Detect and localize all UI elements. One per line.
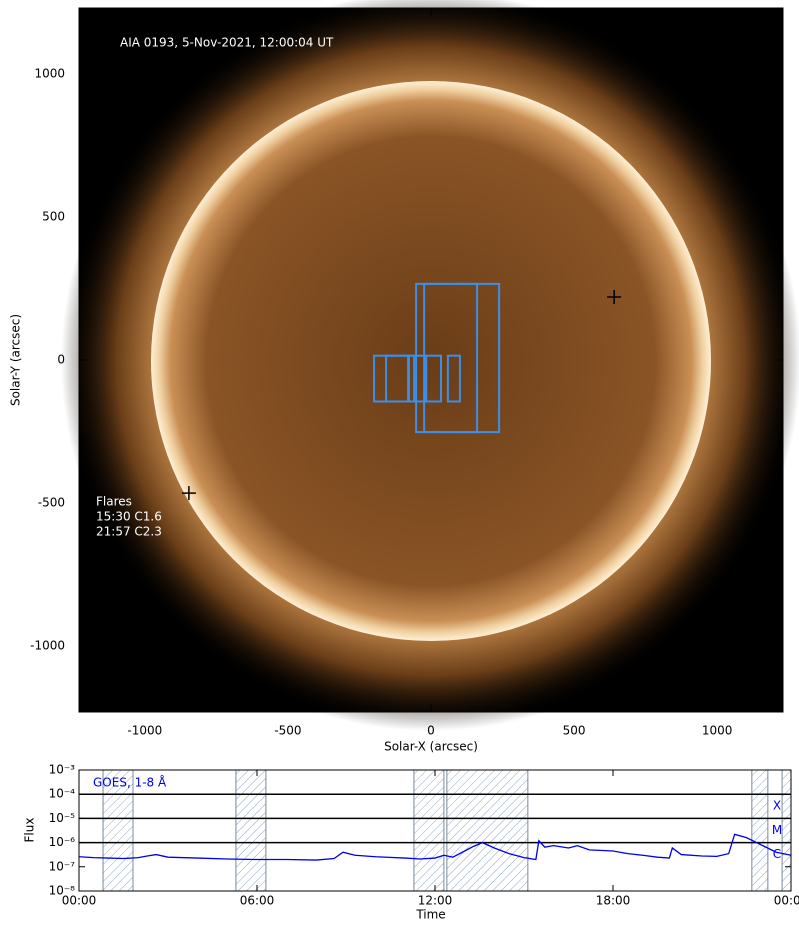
y-tick-label: 10⁻³ bbox=[49, 763, 76, 777]
observation-box bbox=[423, 282, 501, 434]
observation-box bbox=[446, 354, 461, 403]
flare-label: 15:30 C1.6 bbox=[96, 510, 162, 524]
x-axis-label: Time bbox=[415, 908, 445, 922]
x-tick-label: 06:00 bbox=[240, 894, 275, 908]
flare-interval bbox=[102, 769, 134, 892]
aia-panel: AIA 0193, 5-Nov-2021, 12:00:04 UT Flares… bbox=[9, 0, 799, 754]
y-axis-label: Solar-Y (arcsec) bbox=[9, 314, 23, 406]
y-tick-label: 10⁻⁶ bbox=[49, 835, 76, 849]
class-label: M bbox=[772, 823, 782, 837]
y-tick-label: 500 bbox=[42, 209, 65, 223]
observation-box bbox=[385, 354, 416, 403]
flux-line bbox=[78, 833, 792, 861]
x-axis-label: Solar-X (arcsec) bbox=[384, 740, 478, 754]
flare-marker bbox=[607, 290, 622, 305]
flare-interval bbox=[235, 769, 267, 892]
x-tick-label: 0 bbox=[427, 724, 435, 738]
class-label: X bbox=[773, 799, 781, 813]
observation-box bbox=[425, 354, 443, 403]
y-tick-label: -1000 bbox=[30, 639, 65, 653]
y-tick-label: 10⁻⁸ bbox=[49, 884, 76, 898]
flare-interval bbox=[781, 769, 792, 892]
x-tick-label: 18:00 bbox=[596, 894, 631, 908]
flare-heading: Flares bbox=[96, 495, 132, 509]
flare-interval bbox=[751, 769, 769, 892]
legend-label: GOES, 1-8 Å bbox=[93, 775, 167, 790]
x-tick-label: 00:00 bbox=[62, 894, 97, 908]
x-tick-label: -500 bbox=[274, 724, 301, 738]
flare-label: 21:57 C2.3 bbox=[96, 525, 162, 539]
x-tick-label: 1000 bbox=[702, 724, 733, 738]
y-tick-label: 1000 bbox=[34, 66, 65, 80]
y-tick-label: 10⁻⁷ bbox=[49, 859, 76, 873]
y-tick-label: 0 bbox=[57, 353, 65, 367]
image-title: AIA 0193, 5-Nov-2021, 12:00:04 UT bbox=[120, 36, 334, 50]
flare-marker bbox=[181, 486, 196, 501]
x-tick-label: 500 bbox=[563, 724, 586, 738]
y-axis-label: Flux bbox=[23, 818, 37, 843]
flare-interval bbox=[446, 769, 529, 892]
y-tick-label: 10⁻⁵ bbox=[49, 811, 76, 825]
class-label: C bbox=[773, 847, 781, 861]
x-tick-label: 00:00 bbox=[774, 894, 799, 908]
x-tick-label: -1000 bbox=[127, 724, 162, 738]
solar-disk bbox=[151, 81, 711, 641]
y-tick-label: -500 bbox=[38, 496, 65, 510]
flare-interval bbox=[413, 769, 445, 892]
x-tick-label: 12:00 bbox=[418, 894, 453, 908]
goes-panel: Time Flux XMC GOES, 1-8 Å 00:00 06:00 12:00 1… bbox=[23, 763, 799, 922]
y-tick-label: 10⁻⁴ bbox=[49, 787, 76, 801]
